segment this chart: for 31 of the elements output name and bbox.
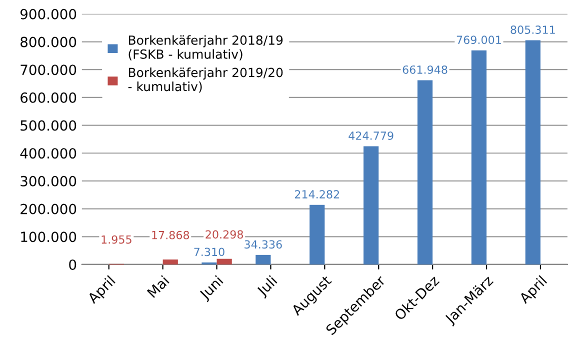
bar [471,50,487,264]
legend-label: Borkenkäferjahr 2019/20 - kumulativ) [128,68,283,93]
bar [417,80,433,264]
y-tick-label: 600.000 [20,92,76,103]
data-label: 769.001 [456,36,501,44]
bar [162,260,178,264]
data-label: 214.282 [294,190,339,199]
y-tick-label: 500.000 [20,120,76,131]
data-label: 1.955 [102,235,132,244]
bar [256,254,271,264]
y-tick-label: 700.000 [20,64,76,76]
bar [216,258,232,264]
bar [310,204,325,264]
data-label: 34.336 [244,240,282,249]
y-tick-label: 900.000 [20,8,76,20]
y-tick-label: 0 [69,259,76,270]
data-label: 805.311 [510,26,555,34]
legend-label: Borkenkäferjahr 2018/19 (FSKB - kumulativ) [128,35,283,60]
y-tick-label: 400.000 [20,148,76,159]
y-tick-label: 300.000 [20,176,76,186]
data-label: 7.310 [194,248,224,256]
data-label: 424.779 [348,132,394,140]
data-label: 17.868 [152,230,190,240]
y-tick-label: 100.000 [21,232,76,242]
y-tick-label: 800.000 [20,36,76,48]
y-tick-label: 200.000 [20,204,76,214]
bar [364,146,379,264]
x-tick-label: Mai [146,275,170,298]
data-label: 20.298 [206,230,244,239]
data-label: 661.948 [402,65,448,74]
bar [525,40,540,264]
